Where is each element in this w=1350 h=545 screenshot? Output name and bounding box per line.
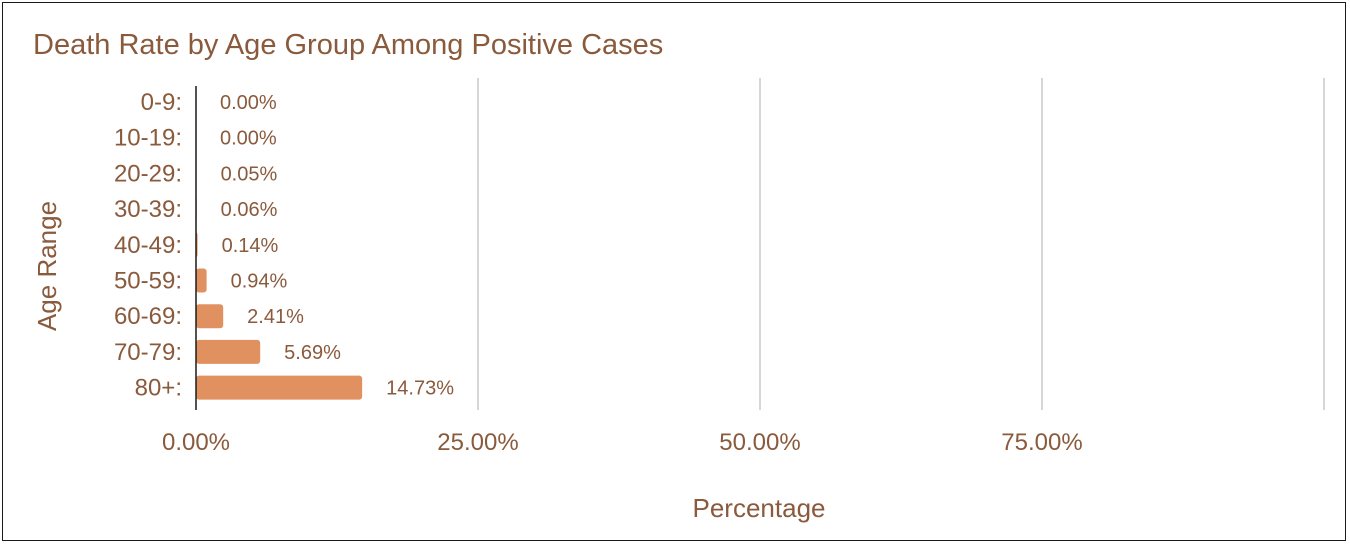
data-label: 14.73% [386,378,454,400]
category-label: 80+: [135,375,182,402]
category-label: 50-59: [114,268,182,295]
data-label: 0.05% [221,163,278,185]
bar [196,339,261,364]
data-label: 5.69% [284,342,341,364]
category-label: 60-69: [114,303,182,330]
category-label: 30-39: [114,196,182,223]
data-label: 0.94% [231,271,288,293]
bar [196,268,207,293]
x-tick-label: 50.00% [719,429,800,456]
bar [196,375,363,400]
data-label: 0.06% [221,199,278,221]
data-label: 0.00% [220,92,277,114]
x-tick-label: 0.00% [162,429,230,456]
x-tick-label: 25.00% [437,429,518,456]
category-label: 10-19: [114,125,182,152]
y-axis-title: Age Range [32,201,62,331]
category-label: 0-9: [141,89,182,116]
category-label: 70-79: [114,339,182,366]
category-label: 40-49: [114,232,182,259]
chart-title: Death Rate by Age Group Among Positive C… [33,29,664,61]
bar [196,304,224,329]
data-label: 0.00% [220,128,277,150]
data-label: 0.14% [222,235,279,257]
data-label: 2.41% [247,306,304,328]
category-label: 20-29: [114,160,182,187]
x-tick-label: 75.00% [1001,429,1082,456]
x-axis-title: Percentage [693,493,826,523]
